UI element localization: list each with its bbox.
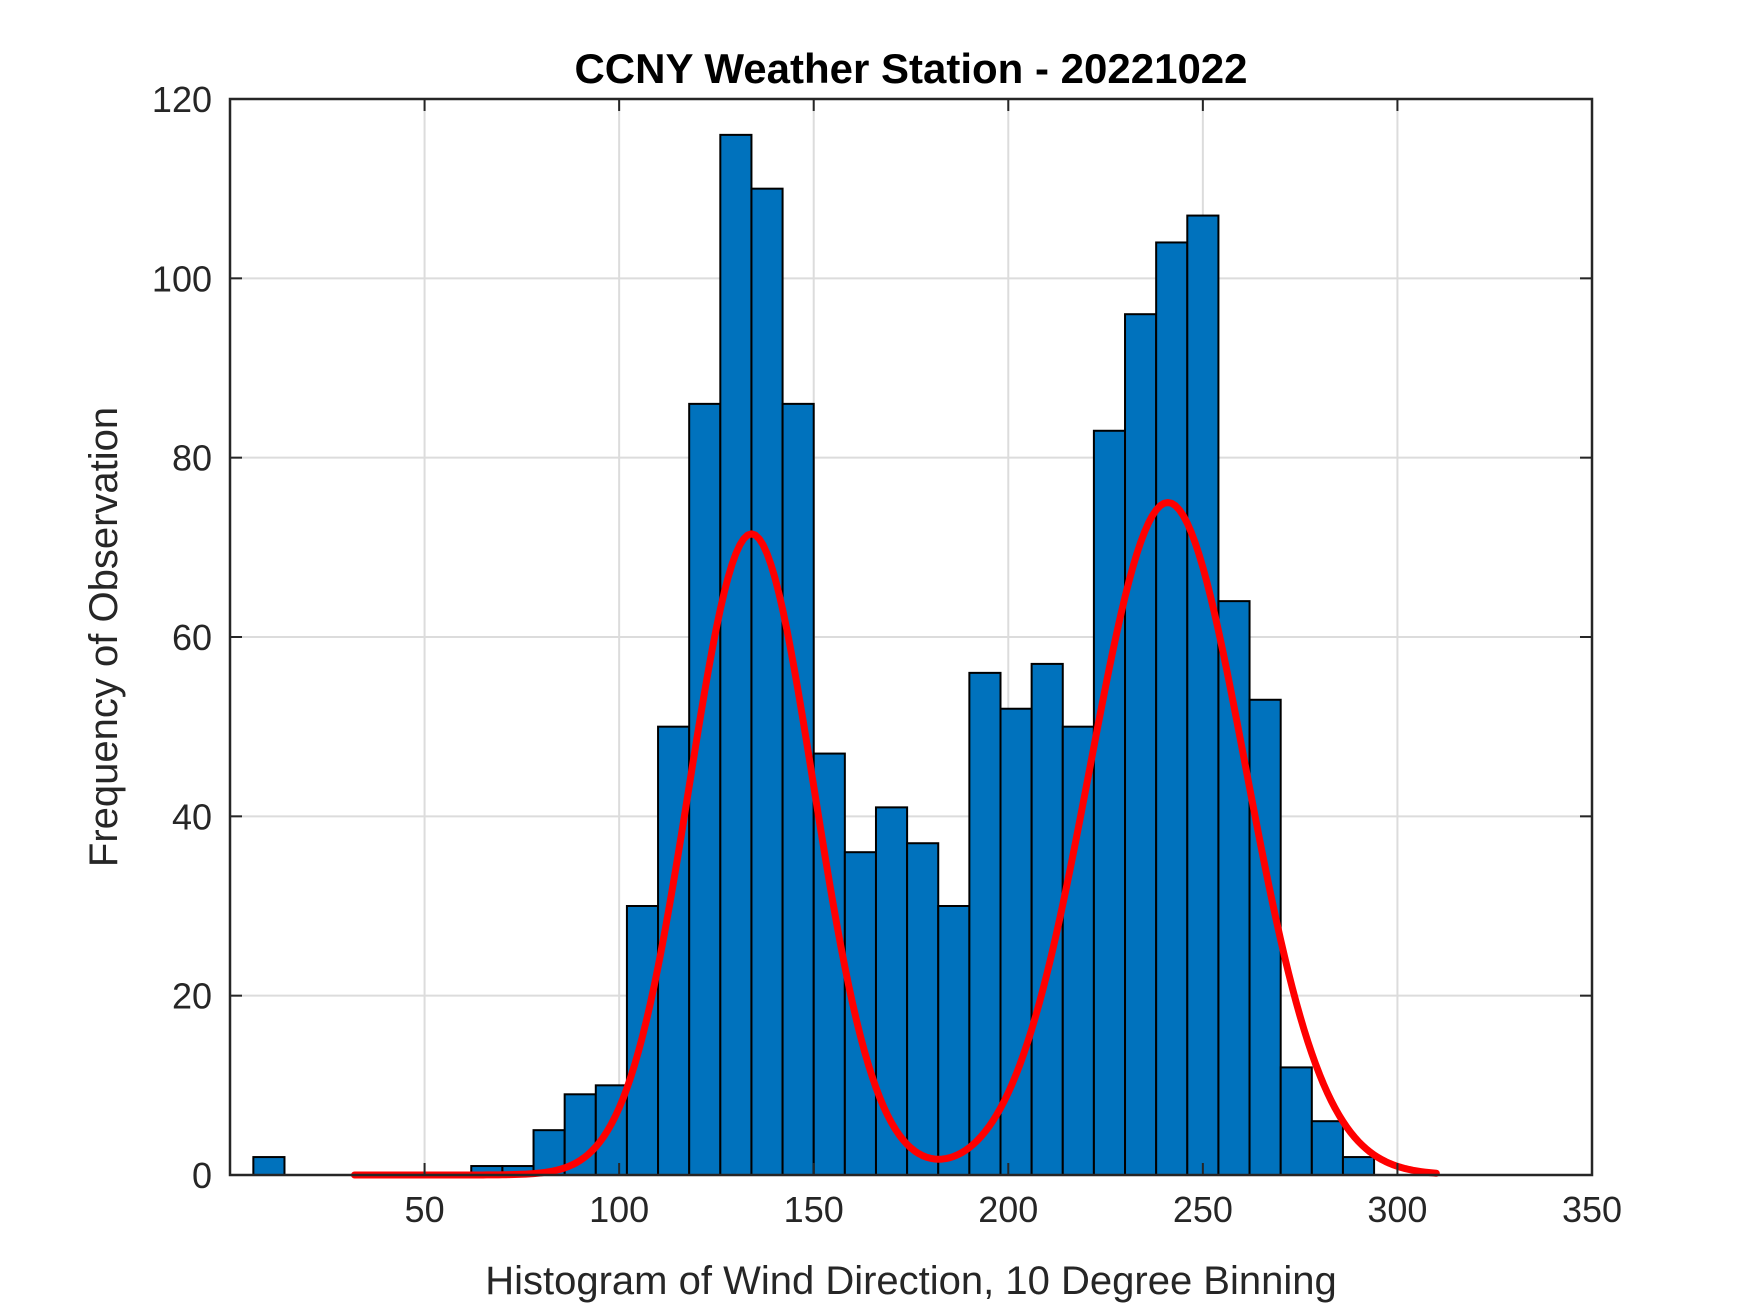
histogram-bar <box>688 402 722 1177</box>
x-tick-label: 50 <box>405 1189 445 1230</box>
histogram-bar <box>937 905 971 1176</box>
histogram-bar <box>625 905 660 1176</box>
histogram-bar <box>874 806 909 1176</box>
histogram-bar <box>1217 600 1251 1176</box>
x-axis-label: Histogram of Wind Direction, 10 Degree B… <box>485 1259 1337 1303</box>
y-tick-label: 20 <box>172 976 212 1017</box>
histogram-bar <box>719 133 753 1176</box>
y-tick-label: 80 <box>172 438 212 479</box>
x-tick-label: 300 <box>1367 1189 1427 1230</box>
axis-ticks: 50 100 150 200 250 300 350 0 20 40 60 80 100 120 <box>152 79 1622 1230</box>
fit-curve <box>351 499 1440 1179</box>
y-tick-label: 40 <box>172 796 212 837</box>
histogram-bar <box>750 187 784 1176</box>
histogram-bar <box>843 851 877 1176</box>
y-tick-label: 100 <box>152 258 212 299</box>
histogram-bar <box>1310 1120 1344 1176</box>
y-tick-label: 120 <box>152 79 212 120</box>
histogram-bars <box>252 133 1376 1177</box>
y-axis-label: Frequency of Observation <box>82 407 126 867</box>
y-tick-label: 60 <box>172 617 212 658</box>
x-tick-label: 150 <box>784 1189 844 1230</box>
x-tick-label: 100 <box>589 1189 649 1230</box>
x-tick-label: 350 <box>1562 1189 1622 1230</box>
histogram-bar <box>252 1156 286 1176</box>
histogram-bar <box>1248 698 1282 1176</box>
histogram-bar <box>906 842 940 1176</box>
histogram-bar <box>1155 241 1189 1176</box>
x-tick-label: 250 <box>1173 1189 1233 1230</box>
histogram-bar <box>781 402 815 1177</box>
histogram-bar <box>1061 725 1095 1177</box>
histogram-bar <box>968 671 1002 1176</box>
histogram-bar <box>1092 429 1127 1176</box>
histogram-bar <box>1279 1066 1313 1177</box>
histogram-bar <box>1124 313 1158 1176</box>
x-tick-label: 200 <box>978 1189 1038 1230</box>
histogram-bar <box>1341 1156 1376 1176</box>
chart-title: CCNY Weather Station - 20221022 <box>574 45 1247 92</box>
y-tick-label: 0 <box>192 1155 212 1196</box>
histogram-bar <box>1186 214 1220 1177</box>
